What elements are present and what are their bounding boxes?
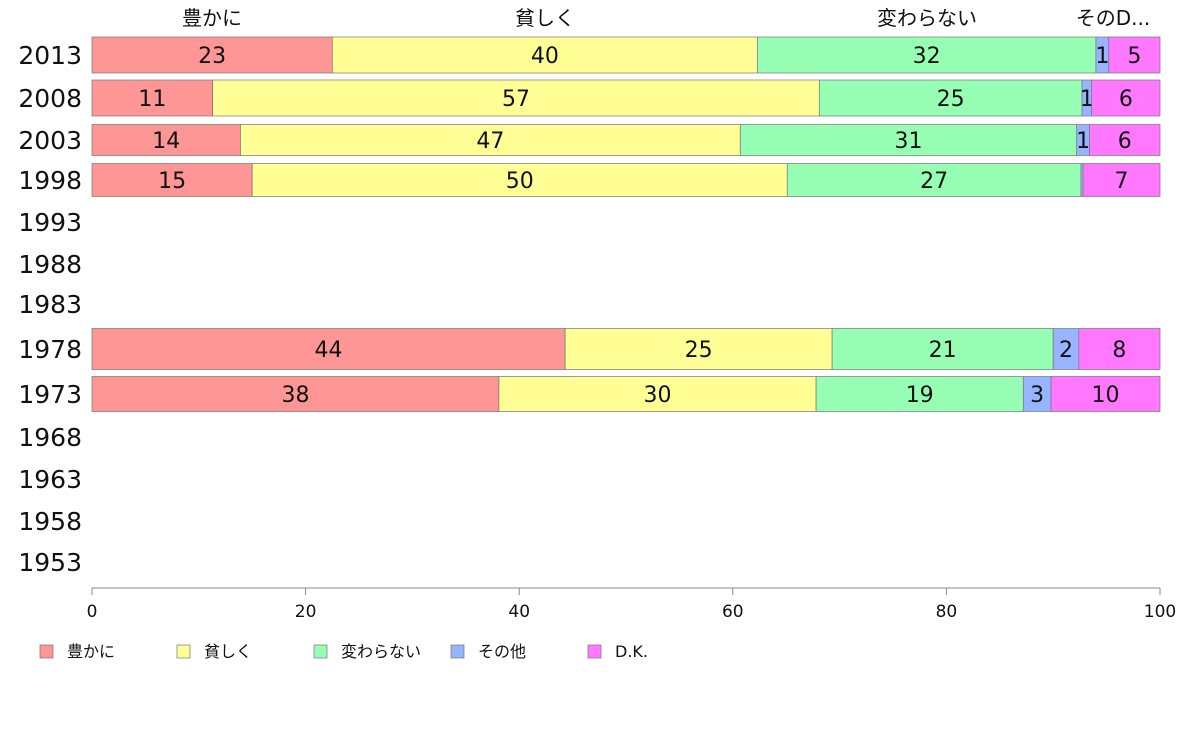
bar-segment [1082,163,1161,197]
x-tick-label: 40 [508,602,530,622]
data-label: 25 [937,87,965,112]
year-label: 1953 [18,548,82,577]
bar-segment [1089,124,1161,156]
bar-segment [831,328,1054,370]
data-label: 25 [685,338,713,363]
data-label: 8 [1112,338,1126,363]
legend-label: その他 [478,642,526,661]
data-label: 50 [506,169,534,194]
data-label: 19 [906,383,934,408]
year-label: 2013 [18,41,82,70]
legend-swatch [450,644,465,659]
x-axis: 0 20 40 60 80 100 [87,587,1176,622]
x-tick-label: 80 [936,602,958,622]
top-series-label: 貧しく [515,6,575,30]
data-label: 21 [929,338,957,363]
bar-segment [498,376,817,412]
bar-segment [240,124,741,156]
bar-segment [1078,328,1161,370]
legend-label: 変わらない [341,642,421,661]
x-tick-label: 20 [295,602,317,622]
x-tick-label: 100 [1144,602,1176,622]
bars: 23 40 32 1 511 57 25 1 614 47 31 1 615 50 27 744 25 21 2 83… [91,36,1161,412]
top-series-label: 豊かに [182,6,242,30]
data-label: 5 [1127,44,1141,69]
year-label: 1983 [18,290,82,319]
data-label: 6 [1119,87,1133,112]
year-label: 1958 [18,507,82,536]
top-series-label: そのD... [1076,6,1150,30]
legend-swatch [313,644,328,659]
data-label: 44 [315,338,343,363]
data-label: 23 [198,44,226,69]
data-label: 7 [1115,169,1129,194]
x-tick-label: 60 [722,602,744,622]
data-label: 2 [1059,338,1073,363]
legend-label: 豊かに [67,642,115,661]
data-label: 1 [1095,44,1109,69]
year-label: 1963 [18,465,82,494]
bar-segment [1091,79,1161,117]
x-tick-label: 0 [87,602,98,622]
year-labels: 2013 2008 2003 1998 1993 1988 1983 1978 1973 1968… [18,41,82,577]
bar-segment [1052,328,1080,370]
bar-segment [91,124,241,156]
legend-label: 貧しく [204,642,252,661]
data-label: 31 [894,129,922,154]
bar-segment [1050,376,1161,412]
top-series-labels: 豊かに 貧しく 変わらない そのD... [182,6,1150,30]
legend-swatch [39,644,54,659]
bar-segment [815,376,1024,412]
data-label: 10 [1092,383,1120,408]
bar-segment [564,328,833,370]
data-label: 3 [1030,383,1044,408]
data-label: 40 [531,44,559,69]
bar-segment [91,328,566,370]
data-label: 6 [1118,129,1132,154]
data-label: 15 [158,169,186,194]
year-label: 2003 [18,126,82,155]
bar-segment [91,36,333,74]
bar-segment [818,79,1083,117]
bar-segment [331,36,758,74]
legend: 豊かに 貧しく 変わらない その他 D.K. [39,642,648,661]
legend-label: D.K. [615,642,648,661]
bar-segment [739,124,1078,156]
data-label: 38 [281,383,309,408]
top-series-label: 変わらない [877,6,977,30]
year-label: 2008 [18,84,82,113]
data-label: 27 [920,169,948,194]
data-label: 11 [138,87,166,112]
data-label: 1 [1076,129,1090,154]
data-label: 32 [913,44,941,69]
year-label: 1988 [18,250,82,279]
year-label: 1968 [18,423,82,452]
legend-swatch [587,644,602,659]
data-label: 1 [1080,87,1094,112]
legend-swatch [176,644,191,659]
year-label: 1978 [18,335,82,364]
year-label: 1998 [18,166,82,195]
bar-segment [1022,376,1052,412]
data-label: 30 [644,383,672,408]
data-label: 14 [152,129,180,154]
year-label: 1993 [18,208,82,237]
bar-segment [91,79,214,117]
data-label: 47 [476,129,504,154]
bar-segment [251,163,788,197]
data-label: 57 [502,87,530,112]
bar-segment [786,163,1082,197]
bar-segment [1108,36,1161,74]
bar-segment [212,79,820,117]
year-label: 1973 [18,380,82,409]
bar-segment [91,376,500,412]
bar-segment [757,36,1097,74]
